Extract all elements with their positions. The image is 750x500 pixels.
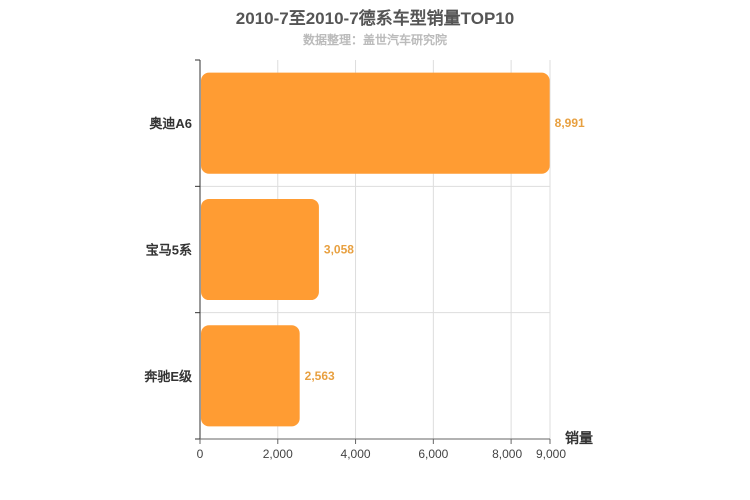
bar-0 [201,72,550,174]
x-tick-label-2: 4,000 [341,447,371,461]
category-label-1: 宝马5系 [146,243,192,258]
chart-title: 2010-7至2010-7德系车型销量TOP10 [235,9,515,28]
category-label-2: 奔驰E级 [143,369,193,384]
bar-1 [201,198,319,301]
bar-2 [201,325,300,427]
chart-subtitle: 数据整理：盖世汽车研究院 [302,33,447,47]
x-tick-label-5: 9,000 [536,447,566,461]
data-label-1: 3,058 [324,243,354,257]
bars: 8,991 3,058 2,563 [201,72,585,427]
data-label-0: 8,991 [555,116,585,130]
category-label-0: 奥迪A6 [149,116,192,131]
x-tick-label-3: 6,000 [418,447,448,461]
x-tick-label-4: 8,000 [492,447,522,461]
x-tick-label-0: 0 [197,447,204,461]
data-label-2: 2,563 [305,369,335,383]
x-tick-label-1: 2,000 [263,447,293,461]
x-axis-label: 销量 [565,430,593,446]
